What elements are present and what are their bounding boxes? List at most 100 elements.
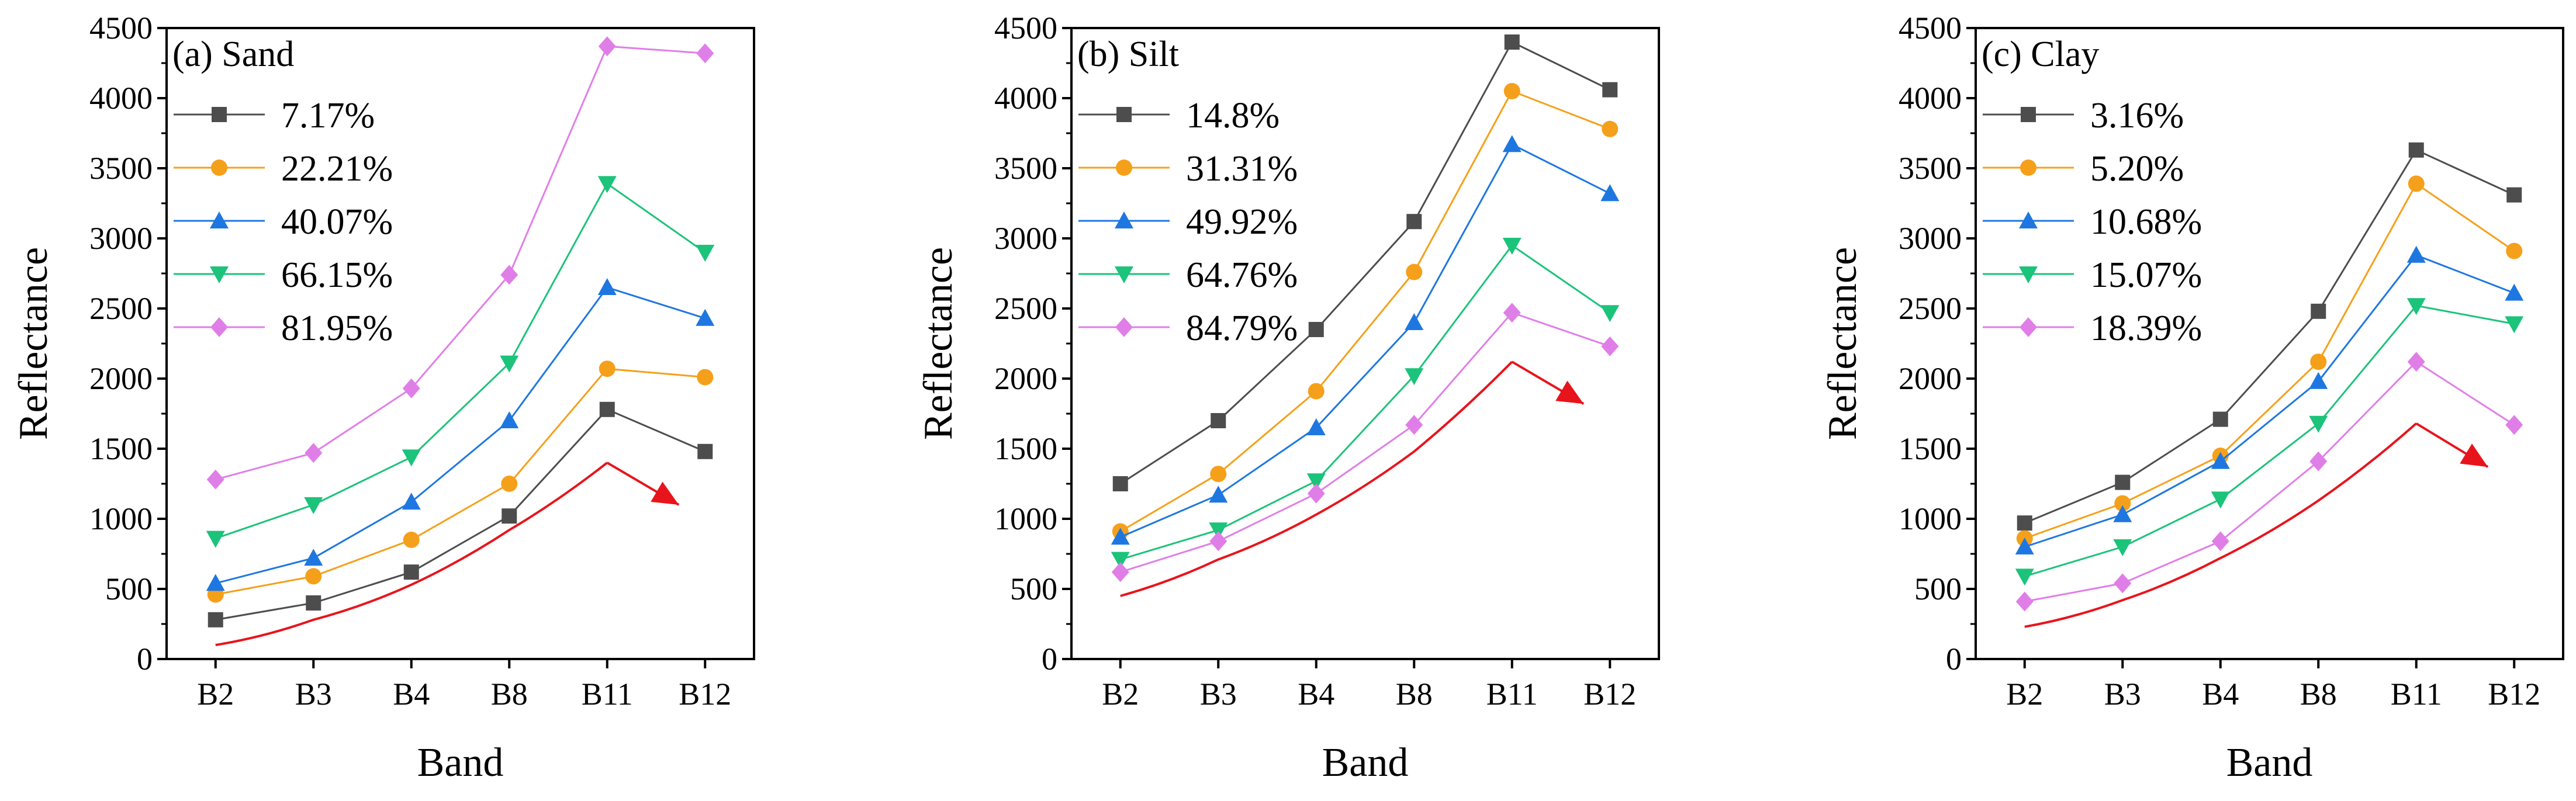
legend-marker [2021,107,2036,122]
data-point [696,43,714,64]
y-tick-label: 2500 [994,291,1057,326]
data-point [2406,245,2426,263]
data-point [206,469,224,490]
legend-label: 18.39% [2090,308,2202,348]
x-tick-label: B11 [2391,677,2442,712]
legend-marker [1115,211,1133,228]
series-3 [2015,245,2524,554]
y-tick-label: 0 [137,642,153,677]
series-line [215,286,706,584]
y-tick-label: 3000 [994,221,1057,256]
data-point [696,308,715,326]
legend-label: 22.21% [281,149,393,189]
plot-frame [165,27,755,660]
series-4 [2015,298,2524,586]
data-point [1209,522,1228,540]
data-point [1405,415,1423,435]
data-point [501,476,518,492]
legend-label: 3.16% [2090,96,2184,136]
data-point [1211,413,1226,428]
data-point [2505,283,2524,301]
y-tick-label: 0 [1946,642,1962,677]
data-point [1600,184,1620,202]
y-tick-label: 4000 [994,81,1057,116]
legend-label: 14.8% [1186,96,1280,136]
data-point [502,508,517,524]
trend-arrow-curve [1120,360,1513,597]
data-point [500,355,519,373]
trend-arrow-head [2460,443,2488,467]
data-point [403,564,419,580]
series-line [215,182,706,540]
legend-marker [2019,211,2038,228]
chart-panel-3: 0 500 1000 1500 2000 2500 3000 3500 4000 4500 B2 B3… [1820,11,2564,785]
y-tick-label: 1500 [1899,431,1962,466]
legend-label: 15.07% [2090,255,2202,295]
legend: 7.17% 22.21% 40.07% 66.15% 81.95% [174,96,393,348]
series-line [2024,360,2515,603]
x-axis-title: Band [2226,740,2313,785]
data-point [2211,531,2229,552]
series-line [2024,182,2515,540]
trend-arrow-head [651,481,679,505]
y-tick-label: 4500 [89,11,153,46]
legend-marker [210,317,228,337]
series-4 [206,176,715,548]
data-point [1111,552,1130,569]
data-point [305,568,322,585]
series-1 [1112,34,1618,491]
legend-label: 40.07% [281,202,393,242]
x-tick-label: B3 [1200,677,1237,712]
data-point [1308,383,1325,400]
legend-label: 49.92% [1186,202,1298,242]
y-tick-label: 4000 [1899,81,1962,116]
y-tick-label: 4500 [994,11,1057,46]
x-tick-label: B3 [295,677,332,712]
series-line [1119,41,1610,485]
data-point [696,245,715,262]
trend-arrow [1120,360,1585,597]
data-point [1209,531,1228,552]
data-point [206,574,225,591]
data-point [1502,238,1522,255]
y-tick-label: 2500 [89,291,153,326]
x-tick-label: B12 [679,677,731,712]
data-point [2113,505,2132,522]
y-tick-label: 2000 [1899,361,1962,396]
chart-panel-2: 0 500 1000 1500 2000 2500 3000 3500 4000 4500 B2 B3… [916,11,1660,785]
y-tick-label: 1000 [1899,501,1962,536]
data-point [2406,298,2426,315]
data-point [2113,539,2132,556]
y-tick-label: 3500 [1899,151,1962,186]
data-point [2115,474,2131,490]
legend-label: 64.76% [1186,255,1298,295]
panel-title: (a) Sand [172,34,294,74]
data-point [2311,303,2326,319]
trend-arrow [215,462,680,646]
series-1 [2017,142,2522,531]
data-point [500,411,519,428]
legend-label: 66.15% [281,255,393,295]
y-tick-label: 500 [1914,571,1962,606]
legend-label: 10.68% [2090,202,2202,242]
data-point [208,612,223,627]
trend-arrow-curve [215,462,608,646]
data-point [2211,452,2230,469]
data-point [1502,135,1522,152]
legend-marker [2020,159,2036,176]
y-tick-label: 4500 [1899,11,1962,46]
series-line [1120,244,1611,561]
data-point [2506,242,2523,259]
legend-label: 81.95% [281,308,393,348]
x-axis-title: Band [417,740,504,785]
series-line [1120,311,1610,573]
x-tick-label: B4 [2202,677,2239,712]
legend-marker [1115,317,1133,337]
plot-frame [1070,27,1660,660]
panel-title: (c) Clay [1982,34,2099,74]
data-point [1306,473,1326,491]
data-point [1405,313,1424,330]
data-point [2310,353,2327,370]
series-line [215,367,706,596]
data-point [1209,486,1228,503]
